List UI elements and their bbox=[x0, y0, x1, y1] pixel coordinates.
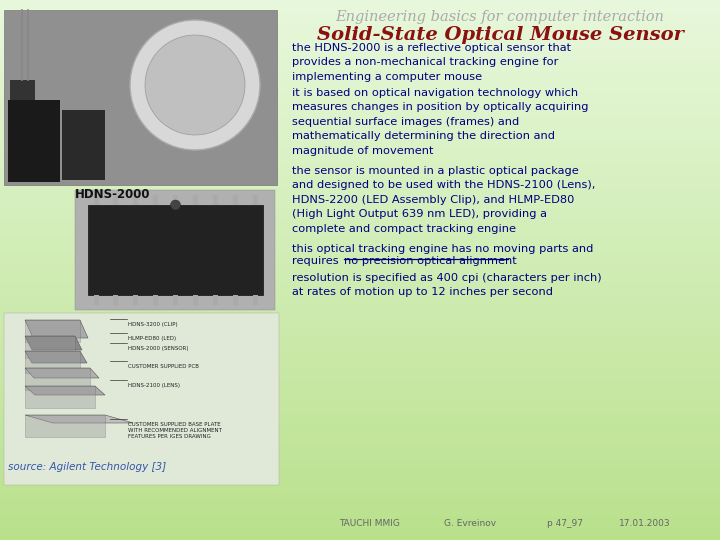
Polygon shape bbox=[25, 368, 99, 378]
Circle shape bbox=[145, 35, 245, 135]
Text: resolution is specified as 400 cpi (characters per inch)
at rates of motion up t: resolution is specified as 400 cpi (char… bbox=[292, 273, 602, 298]
Text: G. Evreinov: G. Evreinov bbox=[444, 519, 496, 528]
Text: no precision optical alignment: no precision optical alignment bbox=[344, 256, 517, 266]
Polygon shape bbox=[25, 320, 88, 338]
Bar bbox=[94, 295, 99, 305]
Polygon shape bbox=[25, 336, 75, 358]
Bar bbox=[253, 195, 258, 205]
Bar bbox=[233, 295, 238, 305]
Bar bbox=[212, 295, 217, 305]
Bar bbox=[173, 195, 178, 205]
Bar bbox=[212, 195, 217, 205]
Text: HDNS-2000 (SENSOR): HDNS-2000 (SENSOR) bbox=[128, 346, 189, 351]
Bar bbox=[113, 295, 118, 305]
Bar bbox=[173, 295, 178, 305]
Bar bbox=[233, 195, 238, 205]
Text: HLMP-ED80 (LED): HLMP-ED80 (LED) bbox=[128, 336, 176, 341]
Text: p 47_97: p 47_97 bbox=[547, 519, 583, 528]
Text: HDNS-2100 (LENS): HDNS-2100 (LENS) bbox=[128, 383, 180, 388]
Text: the HDNS-2000 is a reflective optical sensor that
provides a non-mechanical trac: the HDNS-2000 is a reflective optical se… bbox=[292, 43, 571, 82]
Bar bbox=[133, 295, 138, 305]
Bar bbox=[193, 195, 198, 205]
Polygon shape bbox=[25, 351, 80, 373]
Bar bbox=[193, 295, 198, 305]
Polygon shape bbox=[25, 351, 87, 363]
Bar bbox=[4, 10, 277, 185]
Bar bbox=[94, 195, 99, 205]
Text: Engineering basics for computer interaction: Engineering basics for computer interact… bbox=[336, 10, 665, 24]
Polygon shape bbox=[25, 336, 82, 350]
Bar bbox=[88, 205, 263, 295]
Bar bbox=[253, 295, 258, 305]
Text: TAUCHI MMIG: TAUCHI MMIG bbox=[340, 519, 400, 528]
Bar bbox=[153, 295, 158, 305]
Polygon shape bbox=[25, 386, 105, 395]
Text: HDNS-3200 (CLIP): HDNS-3200 (CLIP) bbox=[128, 322, 178, 327]
Bar bbox=[75, 190, 275, 310]
Circle shape bbox=[130, 20, 260, 150]
Polygon shape bbox=[10, 80, 35, 100]
Text: CUSTOMER SUPPLIED BASE PLATE
WITH RECOMMENDED ALIGNMENT
FEATURES PER IGES DRAWIN: CUSTOMER SUPPLIED BASE PLATE WITH RECOMM… bbox=[128, 422, 222, 440]
Polygon shape bbox=[25, 320, 80, 342]
Polygon shape bbox=[25, 415, 133, 423]
Bar bbox=[4, 313, 279, 485]
Text: this optical tracking engine has no moving parts and: this optical tracking engine has no movi… bbox=[292, 244, 593, 254]
Text: requires: requires bbox=[292, 256, 342, 266]
Bar bbox=[113, 195, 118, 205]
Text: Solid-State Optical Mouse Sensor: Solid-State Optical Mouse Sensor bbox=[317, 26, 683, 44]
Polygon shape bbox=[25, 368, 90, 390]
Text: source: Agilent Technology [3]: source: Agilent Technology [3] bbox=[8, 462, 166, 472]
Bar bbox=[133, 195, 138, 205]
Circle shape bbox=[171, 200, 181, 210]
Text: 17.01.2003: 17.01.2003 bbox=[619, 519, 671, 528]
Polygon shape bbox=[62, 110, 105, 180]
Polygon shape bbox=[25, 386, 95, 408]
Text: it is based on optical navigation technology which
measures changes in position : it is based on optical navigation techno… bbox=[292, 88, 588, 156]
Bar bbox=[153, 195, 158, 205]
Polygon shape bbox=[8, 100, 60, 182]
Text: CUSTOMER SUPPLIED PCB: CUSTOMER SUPPLIED PCB bbox=[128, 364, 199, 369]
Text: HDNS-2000: HDNS-2000 bbox=[75, 188, 150, 201]
Text: the sensor is mounted in a plastic optical package
and designed to be used with : the sensor is mounted in a plastic optic… bbox=[292, 166, 595, 234]
Polygon shape bbox=[25, 415, 105, 437]
